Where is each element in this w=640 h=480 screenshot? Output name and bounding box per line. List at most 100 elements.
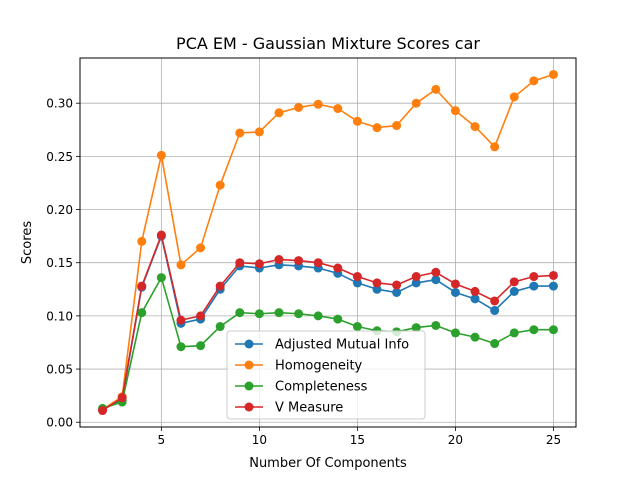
y-tick-label: 0.15: [46, 256, 73, 270]
legend-swatch-marker: [244, 381, 254, 391]
data-point: [450, 106, 460, 116]
data-point: [431, 275, 441, 285]
data-point: [274, 308, 284, 318]
y-tick-label: 0.30: [46, 97, 73, 111]
data-point: [509, 92, 519, 102]
data-point: [196, 311, 206, 321]
data-point: [215, 281, 225, 291]
data-point: [313, 99, 323, 109]
data-point: [490, 296, 500, 306]
data-point: [254, 259, 264, 269]
data-point: [156, 273, 166, 283]
data-point: [372, 278, 382, 288]
data-point: [235, 308, 245, 318]
data-point: [470, 122, 480, 132]
legend: Adjusted Mutual Info Homogeneity Completen…: [226, 330, 426, 420]
data-point: [509, 328, 519, 338]
data-point: [215, 322, 225, 332]
data-point: [548, 325, 558, 335]
data-point: [98, 406, 108, 416]
data-point: [137, 308, 147, 318]
legend-item: Homogeneity: [235, 359, 363, 374]
data-point: [156, 150, 166, 160]
y-tick-label: 0.25: [46, 150, 73, 164]
data-point: [529, 325, 539, 335]
data-point: [352, 278, 362, 288]
data-point: [176, 260, 186, 270]
data-point: [509, 286, 519, 296]
legend-label: V Measure: [275, 401, 343, 416]
data-point: [411, 272, 421, 282]
data-point: [548, 69, 558, 79]
y-tick-label: 0.00: [46, 416, 73, 430]
data-point: [411, 323, 421, 333]
data-point: [352, 116, 362, 126]
y-tick-label: 0.10: [46, 309, 73, 323]
series-3: [98, 230, 558, 416]
data-point: [294, 102, 304, 112]
series-line: [102, 73, 554, 411]
legend-item: Adjusted Mutual Info: [235, 338, 409, 353]
data-point: [294, 256, 304, 266]
data-point: [137, 236, 147, 246]
data-point: [352, 322, 362, 332]
data-point: [333, 104, 343, 114]
data-point: [450, 287, 460, 297]
data-point: [117, 393, 127, 403]
data-point: [411, 278, 421, 288]
data-point: [470, 294, 480, 304]
y-axis-label: Scores: [20, 221, 35, 264]
data-point: [254, 127, 264, 137]
data-point: [333, 314, 343, 324]
data-point: [235, 128, 245, 138]
data-point: [254, 309, 264, 319]
data-point: [548, 281, 558, 291]
data-point: [490, 339, 500, 349]
legend-label: Adjusted Mutual Info: [275, 338, 409, 353]
ticks: 5 10 15 20 25 0.00 0.05 0.10 0.15 0.20 0.25 0.30: [46, 97, 561, 447]
legend-box: [226, 330, 426, 420]
data-point: [372, 284, 382, 294]
data-point: [313, 258, 323, 268]
data-point: [313, 311, 323, 321]
data-point: [392, 287, 402, 297]
data-point: [274, 108, 284, 118]
data-point: [529, 76, 539, 86]
x-tick-label: 10: [252, 433, 267, 447]
data-point: [450, 328, 460, 338]
data-point: [411, 98, 421, 108]
data-point: [176, 315, 186, 325]
data-point: [215, 180, 225, 190]
y-tick-label: 0.05: [46, 363, 73, 377]
plot-frame: [79, 57, 577, 428]
data-point: [294, 309, 304, 319]
data-point: [392, 280, 402, 290]
data-point: [156, 230, 166, 240]
data-point: [196, 243, 206, 253]
legend-item: V Measure: [235, 401, 343, 416]
data-point: [529, 272, 539, 282]
x-tick-label: 25: [546, 433, 561, 447]
data-point: [431, 267, 441, 277]
data-point: [470, 332, 480, 342]
series-1: [98, 69, 558, 414]
data-point: [450, 279, 460, 289]
x-axis-label: Number Of Components: [249, 456, 407, 471]
legend-swatch-marker: [244, 360, 254, 370]
data-point: [431, 84, 441, 94]
legend-label: Homogeneity: [275, 359, 363, 374]
x-tick-label: 20: [448, 433, 463, 447]
legend-label: Completeness: [275, 380, 368, 395]
data-point: [352, 272, 362, 282]
data-point: [548, 270, 558, 280]
data-point: [392, 121, 402, 131]
data-point: [274, 255, 284, 265]
legend-swatch-marker: [244, 402, 254, 412]
legend-swatch-marker: [244, 339, 254, 349]
data-point: [137, 281, 147, 291]
x-tick-label: 15: [350, 433, 365, 447]
data-point: [235, 258, 245, 268]
data-point: [490, 142, 500, 152]
x-tick-label: 5: [158, 433, 166, 447]
